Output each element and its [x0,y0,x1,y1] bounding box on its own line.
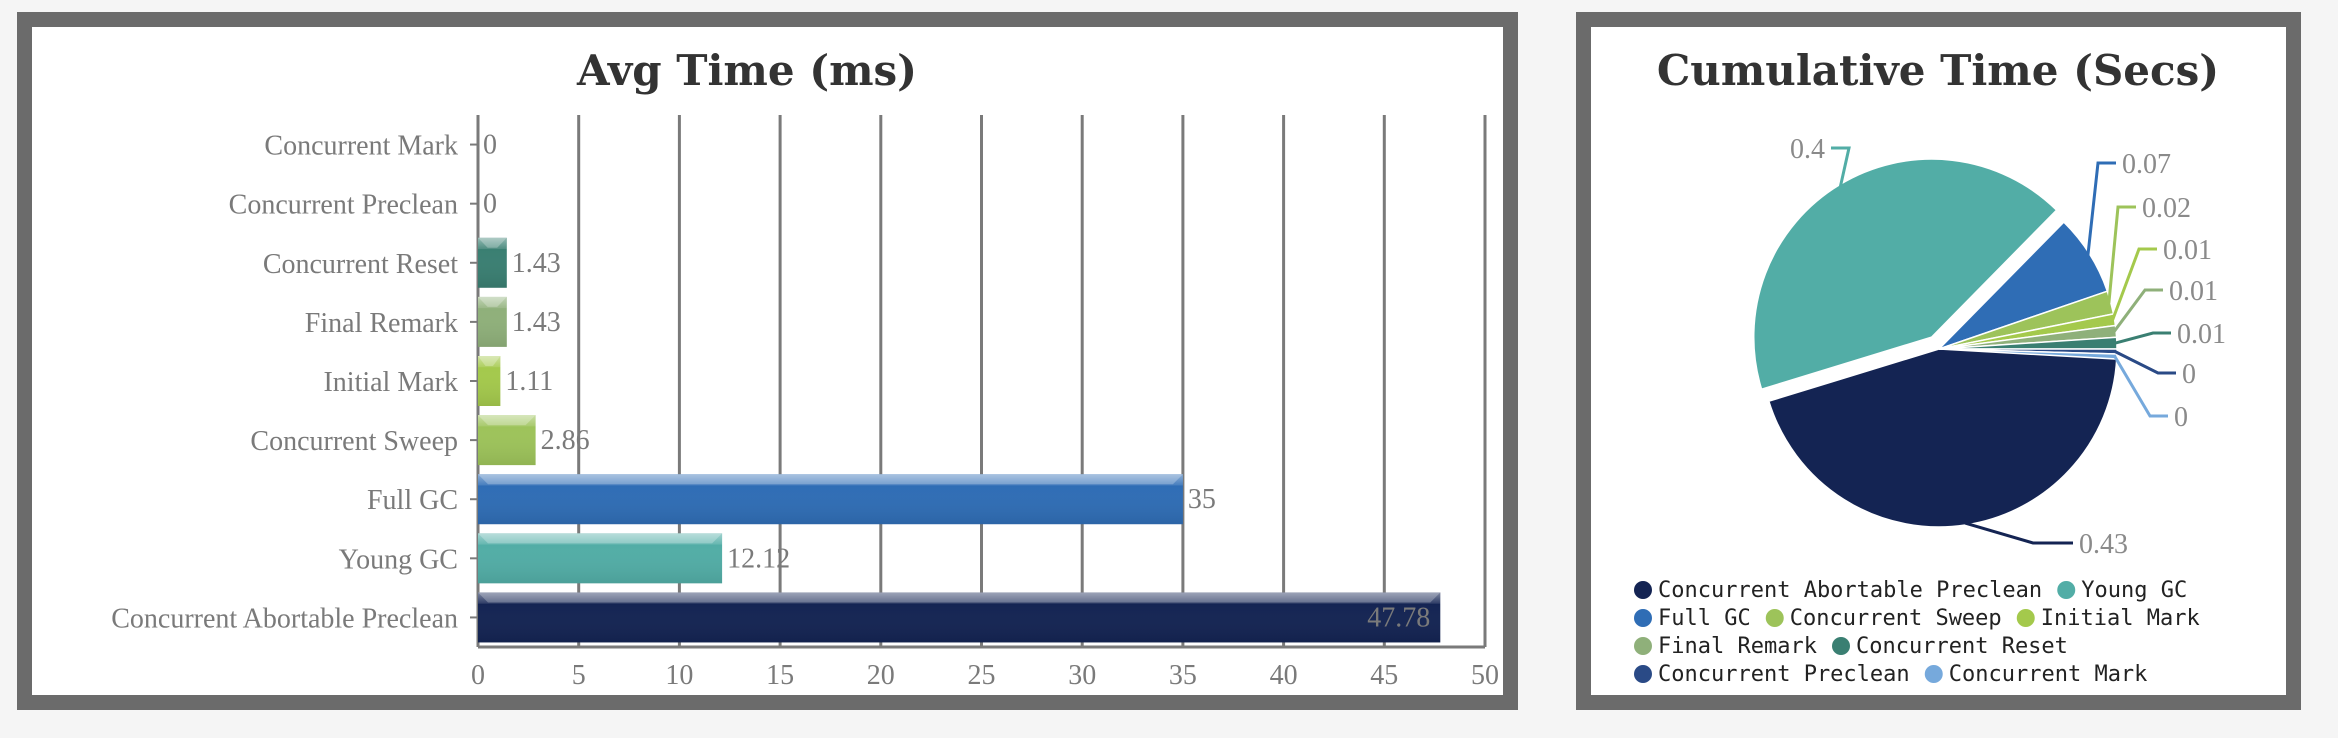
x-tick-label: 45 [1370,660,1398,691]
bar-final-remark[interactable] [478,296,507,347]
x-tick-label: 0 [471,660,485,691]
category-label-concurrent-sweep: Concurrent Sweep [250,426,458,457]
legend-item-concurrent-mark[interactable]: Concurrent Mark [1924,662,2148,687]
legend-item-concurrent-sweep[interactable]: Concurrent Sweep [1765,606,2002,631]
pie-leader-final-remark [2112,288,2163,333]
pie-value-label-concurrent-reset: 0.01 [2177,319,2226,350]
pie-value-label-concurrent-mark: 0 [2174,402,2188,433]
pie-leader-young-gc [1831,146,1851,187]
pie-value-label-initial-mark: 0.01 [2163,235,2212,266]
category-label-concurrent-preclean: Concurrent Preclean [229,190,458,221]
x-tick-label: 30 [1068,660,1096,691]
legend-label: Concurrent Mark [1949,662,2148,687]
bar-concurrent-abortable-preclean[interactable] [478,592,1441,643]
legend-label: Initial Mark [2041,606,2200,631]
pie-leader-initial-mark [2111,247,2157,321]
pie-value-label-final-remark: 0.01 [2169,276,2218,307]
value-label-concurrent-mark: 0 [483,130,497,161]
legend-item-concurrent-reset[interactable]: Concurrent Reset [1832,634,2068,659]
category-label-concurrent-mark: Concurrent Mark [264,131,458,162]
pie-leader-concurrent-sweep [2107,205,2136,304]
pie-leader-concurrent-reset [2114,331,2171,345]
pie-leader-concurrent-mark [2113,355,2168,418]
bar-full-gc[interactable] [478,474,1183,525]
pie-value-label-concurrent-sweep: 0.02 [2142,193,2191,224]
x-tick-label: 50 [1471,660,1499,691]
avg-time-bar-chart: Avg Time (ms) Concurrent Mark Concurrent … [111,46,1499,691]
category-label-concurrent-abortable-preclean: Concurrent Abortable Preclean [111,603,458,634]
pie-leader-full-gc [2086,161,2116,256]
x-tick-label: 40 [1270,660,1298,691]
legend-item-concurrent-abortable-preclean[interactable]: Concurrent Abortable Preclean [1634,578,2042,603]
cumulative-time-chart-panel: Cumulative Time (Secs) 0.43 0.4 0.07 0.02 0.… [1576,12,2301,710]
value-label-full-gc: 35 [1188,484,1216,515]
value-label-concurrent-reset: 1.43 [512,248,561,279]
value-label-concurrent-preclean: 0 [483,189,497,220]
value-label-young-gc: 12.12 [727,543,790,574]
x-tick-label: 20 [867,660,895,691]
legend-item-concurrent-preclean[interactable]: Concurrent Preclean [1634,662,1910,687]
pie-value-label-concurrent-abortable-preclean: 0.43 [2079,529,2128,560]
pie-value-label-concurrent-preclean: 0 [2182,359,2196,390]
x-tick-label: 25 [968,660,996,691]
pie-slice-concurrent-abortable-preclean[interactable] [1767,348,2118,528]
cumulative-time-chart-title: Cumulative Time (Secs) [1657,46,2219,95]
pie-leader-concurrent-abortable-preclean [1964,521,2073,545]
legend-label: Young GC [2081,578,2187,603]
avg-time-chart-panel: Avg Time (ms) Concurrent Mark Concurrent … [17,12,1518,710]
bar-young-gc[interactable] [478,533,723,584]
pie-value-label-young-gc: 0.4 [1790,134,1825,165]
legend-label: Full GC [1658,606,1751,631]
category-label-young-gc: Young GC [339,544,458,575]
value-label-concurrent-sweep: 2.86 [541,425,590,456]
pie-value-label-full-gc: 0.07 [2122,149,2171,180]
legend-label: Concurrent Abortable Preclean [1658,578,2042,603]
x-tick-label: 5 [572,660,586,691]
legend-label: Concurrent Preclean [1658,662,1910,687]
bar-concurrent-sweep[interactable] [478,415,536,466]
value-label-initial-mark: 1.11 [505,366,553,397]
value-label-concurrent-abortable-preclean: 47.78 [1367,602,1430,633]
x-tick-label: 15 [766,660,794,691]
value-label-final-remark: 1.43 [512,307,561,338]
category-label-full-gc: Full GC [367,485,458,516]
legend-item-final-remark[interactable]: Final Remark [1634,634,1817,659]
legend-item-full-gc[interactable]: Full GC [1634,606,1751,631]
cumulative-time-pie-chart: Cumulative Time (Secs) 0.43 0.4 0.07 0.02 0.… [1634,46,2226,687]
x-tick-label: 10 [665,660,693,691]
pie-leader-concurrent-preclean [2114,350,2176,375]
category-label-concurrent-reset: Concurrent Reset [263,249,458,280]
bar-concurrent-reset[interactable] [478,237,507,288]
legend-item-initial-mark[interactable]: Initial Mark [2016,606,2200,631]
legend-label: Final Remark [1658,634,1817,659]
x-tick-label: 35 [1169,660,1197,691]
bar-initial-mark[interactable] [478,356,501,406]
legend-item-young-gc[interactable]: Young GC [2057,578,2187,603]
category-label-final-remark: Final Remark [305,308,458,339]
avg-time-chart-title: Avg Time (ms) [576,46,917,95]
legend-label: Concurrent Reset [1856,634,2068,659]
category-label-initial-mark: Initial Mark [323,367,458,398]
legend-label: Concurrent Sweep [1790,606,2002,631]
